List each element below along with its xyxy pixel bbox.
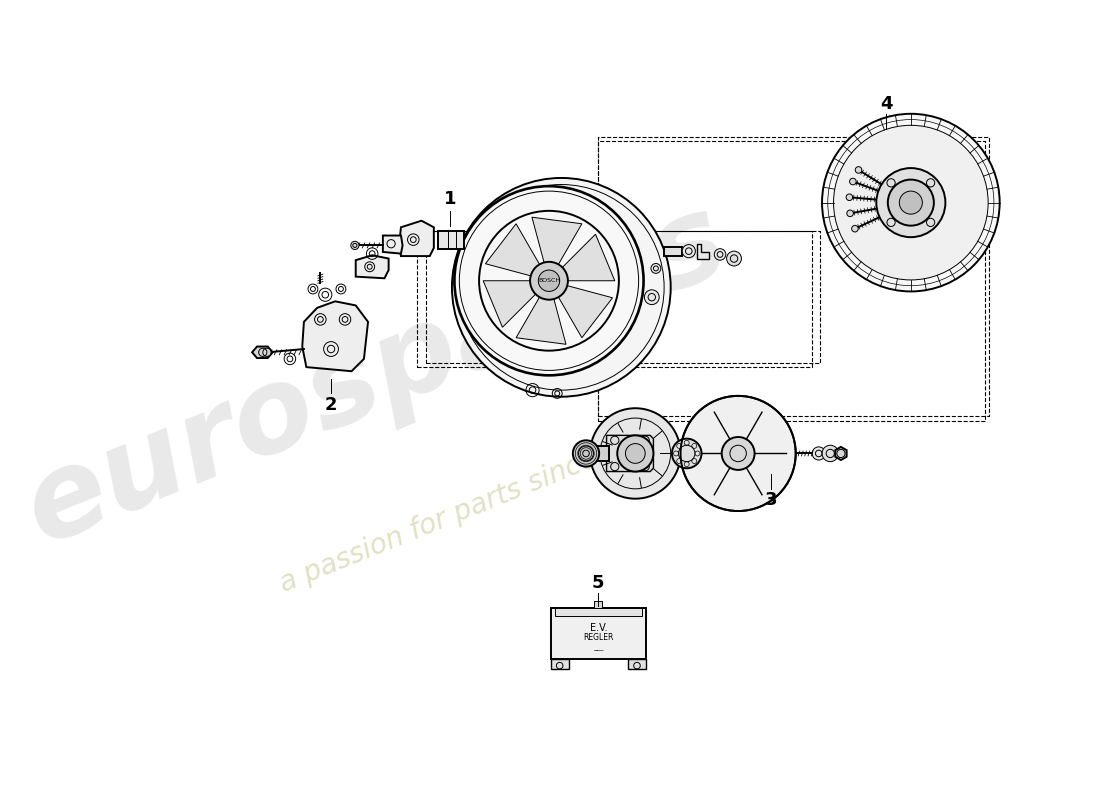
Bar — [664, 247, 682, 256]
Text: a passion for parts since 1985: a passion for parts since 1985 — [275, 415, 674, 598]
Circle shape — [722, 437, 755, 470]
Circle shape — [351, 242, 359, 250]
Circle shape — [672, 438, 702, 468]
Polygon shape — [399, 221, 433, 256]
Circle shape — [714, 249, 726, 260]
Circle shape — [590, 408, 681, 498]
Bar — [551, 659, 569, 669]
Circle shape — [855, 166, 861, 174]
Text: REGLER: REGLER — [583, 633, 614, 642]
Text: ___: ___ — [593, 645, 604, 650]
Polygon shape — [516, 297, 566, 344]
Circle shape — [573, 440, 600, 466]
Text: E.V.: E.V. — [590, 623, 607, 633]
Polygon shape — [606, 435, 653, 471]
Circle shape — [851, 226, 858, 232]
Circle shape — [617, 435, 653, 471]
Circle shape — [651, 263, 661, 274]
Circle shape — [888, 179, 934, 226]
Polygon shape — [485, 224, 540, 276]
Circle shape — [849, 178, 856, 185]
Text: 4: 4 — [880, 95, 892, 113]
Circle shape — [847, 210, 854, 217]
Circle shape — [682, 245, 695, 258]
Polygon shape — [355, 255, 388, 278]
Circle shape — [812, 447, 825, 460]
Circle shape — [645, 290, 659, 305]
Circle shape — [530, 262, 568, 300]
Text: eurospares: eurospares — [9, 182, 744, 569]
Polygon shape — [252, 346, 273, 358]
Polygon shape — [835, 447, 847, 460]
Polygon shape — [483, 281, 536, 327]
Polygon shape — [302, 302, 368, 371]
Bar — [438, 231, 464, 250]
Circle shape — [626, 443, 646, 463]
Circle shape — [846, 194, 852, 201]
Bar — [586, 446, 609, 461]
Polygon shape — [383, 235, 403, 254]
Bar — [551, 608, 646, 659]
Circle shape — [263, 348, 271, 357]
Bar — [628, 659, 646, 669]
Circle shape — [452, 178, 671, 397]
Circle shape — [454, 186, 644, 375]
Polygon shape — [558, 286, 613, 338]
Text: 1: 1 — [444, 190, 456, 208]
Text: 2: 2 — [324, 396, 338, 414]
Polygon shape — [532, 217, 582, 265]
Circle shape — [681, 396, 795, 511]
Text: 3: 3 — [764, 491, 778, 510]
Bar — [594, 602, 603, 608]
Circle shape — [877, 168, 945, 237]
Circle shape — [822, 114, 1000, 291]
Text: BOSCH: BOSCH — [538, 278, 560, 283]
Polygon shape — [562, 234, 615, 281]
Circle shape — [538, 270, 560, 291]
Circle shape — [900, 191, 923, 214]
Bar — [554, 608, 642, 616]
Text: 5: 5 — [592, 574, 605, 592]
Circle shape — [727, 251, 741, 266]
Circle shape — [834, 126, 988, 280]
Circle shape — [822, 446, 838, 462]
